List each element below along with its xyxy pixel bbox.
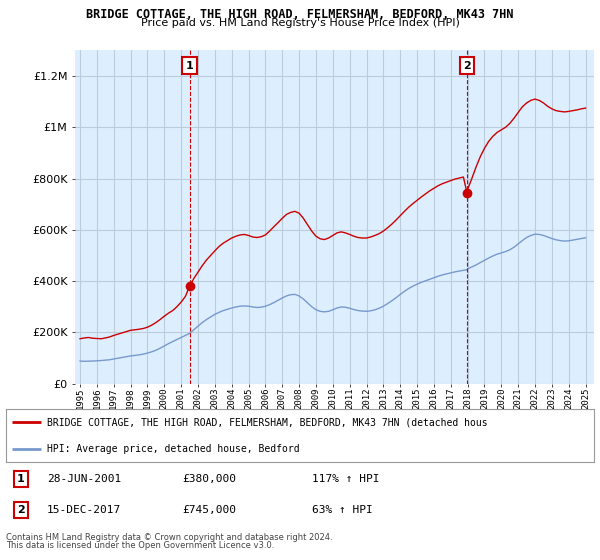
Text: This data is licensed under the Open Government Licence v3.0.: This data is licensed under the Open Gov… xyxy=(6,541,274,550)
Text: £745,000: £745,000 xyxy=(182,505,236,515)
Text: 1: 1 xyxy=(186,61,193,71)
Text: 1: 1 xyxy=(17,474,25,484)
Text: HPI: Average price, detached house, Bedford: HPI: Average price, detached house, Bedf… xyxy=(47,444,300,454)
Text: 63% ↑ HPI: 63% ↑ HPI xyxy=(312,505,373,515)
Text: 28-JUN-2001: 28-JUN-2001 xyxy=(47,474,121,484)
Text: 2: 2 xyxy=(463,61,471,71)
Text: 15-DEC-2017: 15-DEC-2017 xyxy=(47,505,121,515)
Text: 2: 2 xyxy=(17,505,25,515)
Text: £380,000: £380,000 xyxy=(182,474,236,484)
Text: BRIDGE COTTAGE, THE HIGH ROAD, FELMERSHAM, BEDFORD, MK43 7HN: BRIDGE COTTAGE, THE HIGH ROAD, FELMERSHA… xyxy=(86,8,514,21)
Text: Price paid vs. HM Land Registry's House Price Index (HPI): Price paid vs. HM Land Registry's House … xyxy=(140,18,460,29)
Text: BRIDGE COTTAGE, THE HIGH ROAD, FELMERSHAM, BEDFORD, MK43 7HN (detached hous: BRIDGE COTTAGE, THE HIGH ROAD, FELMERSHA… xyxy=(47,417,488,427)
Text: 117% ↑ HPI: 117% ↑ HPI xyxy=(312,474,379,484)
Text: Contains HM Land Registry data © Crown copyright and database right 2024.: Contains HM Land Registry data © Crown c… xyxy=(6,533,332,542)
